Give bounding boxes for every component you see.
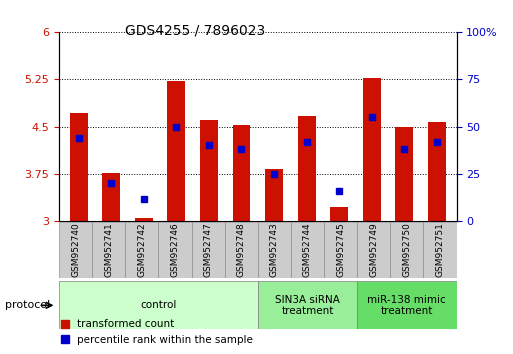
Text: GSM952741: GSM952741 xyxy=(104,223,113,277)
Bar xyxy=(59,222,92,278)
Bar xyxy=(428,122,446,221)
Text: GSM952751: GSM952751 xyxy=(436,222,444,278)
Bar xyxy=(258,281,357,329)
Bar xyxy=(191,222,225,278)
Text: protocol: protocol xyxy=(5,300,50,310)
Bar xyxy=(92,222,125,278)
Text: GSM952744: GSM952744 xyxy=(303,223,312,277)
Bar xyxy=(159,222,191,278)
Bar xyxy=(135,218,153,221)
Bar xyxy=(363,78,381,221)
Bar xyxy=(291,222,324,278)
Text: GSM952743: GSM952743 xyxy=(270,223,279,277)
Bar xyxy=(298,116,315,221)
Bar xyxy=(225,222,258,278)
Bar xyxy=(70,113,88,221)
Bar xyxy=(330,207,348,221)
Text: GDS4255 / 7896023: GDS4255 / 7896023 xyxy=(125,23,265,37)
Bar xyxy=(357,281,457,329)
Text: SIN3A siRNA
treatment: SIN3A siRNA treatment xyxy=(275,295,340,316)
Bar xyxy=(324,222,357,278)
Text: control: control xyxy=(140,300,176,310)
Text: GSM952750: GSM952750 xyxy=(402,222,411,278)
Bar xyxy=(390,222,423,278)
Legend: transformed count, percentile rank within the sample: transformed count, percentile rank withi… xyxy=(56,315,258,349)
Bar xyxy=(357,222,390,278)
Text: GSM952747: GSM952747 xyxy=(204,223,212,277)
Bar xyxy=(125,222,159,278)
Bar xyxy=(258,222,291,278)
Text: GSM952742: GSM952742 xyxy=(137,223,146,277)
Text: GSM952746: GSM952746 xyxy=(170,223,180,277)
Bar xyxy=(200,120,218,221)
Text: GSM952748: GSM952748 xyxy=(236,223,246,277)
Bar xyxy=(232,125,250,221)
Bar xyxy=(423,222,457,278)
Bar xyxy=(167,81,185,221)
Text: miR-138 mimic
treatment: miR-138 mimic treatment xyxy=(367,295,446,316)
Text: GSM952749: GSM952749 xyxy=(369,223,378,277)
Bar xyxy=(396,127,413,221)
Bar xyxy=(59,281,258,329)
Text: GSM952745: GSM952745 xyxy=(336,223,345,277)
Bar xyxy=(265,169,283,221)
Text: GSM952740: GSM952740 xyxy=(71,223,80,277)
Bar xyxy=(102,173,120,221)
